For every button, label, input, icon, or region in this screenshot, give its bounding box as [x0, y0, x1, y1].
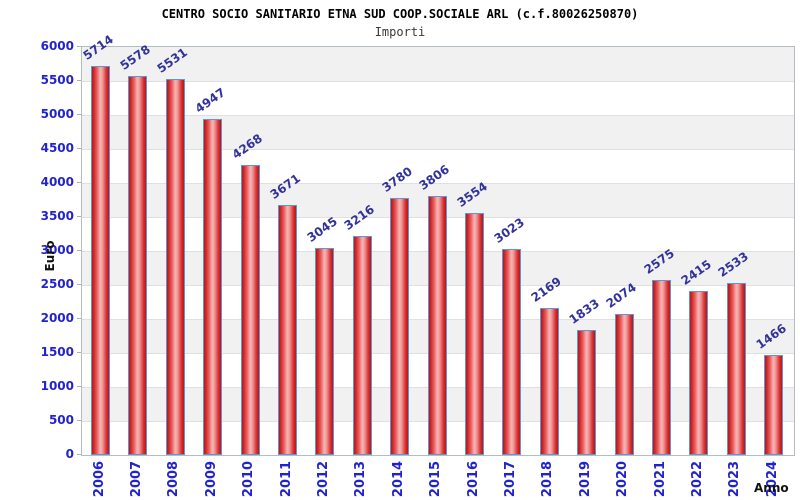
y-tick-label: 3000: [40, 243, 74, 257]
y-tick-mark: [77, 318, 81, 319]
x-tick-label-2006: 2006: [91, 460, 107, 498]
bar-2014: [390, 198, 410, 455]
bar-2018: [539, 308, 559, 455]
bar-value-label: 3671: [267, 171, 303, 202]
x-tick-label-2009: 2009: [203, 460, 219, 498]
bar-value-label: 4268: [229, 131, 266, 162]
y-tick-mark: [77, 420, 81, 421]
bar-value-label: 3023: [491, 215, 527, 246]
bar-value-label: 2533: [715, 249, 752, 280]
bar-value-label: 5531: [154, 45, 191, 76]
bar-2006: [91, 66, 110, 455]
gridline: [82, 81, 794, 82]
y-tick-mark: [77, 352, 81, 353]
x-tick-label-2014: 2014: [390, 460, 406, 498]
bar-2020: [614, 314, 634, 455]
x-tick-label-2015: 2015: [428, 460, 444, 498]
y-tick-label: 500: [48, 413, 74, 427]
bar-value-label: 1833: [566, 296, 602, 327]
y-tick-label: 5500: [40, 73, 74, 87]
x-tick-label-2023: 2023: [727, 460, 743, 498]
bar-value-label: 4947: [192, 85, 228, 116]
bar-value-label: 3780: [379, 164, 415, 195]
y-tick-label: 1000: [40, 379, 74, 393]
bar-value-label: 3806: [416, 162, 453, 193]
bar-2009: [203, 119, 223, 455]
y-axis-title: Euro: [43, 240, 57, 272]
bar-2008: [165, 79, 185, 455]
x-tick-label-2022: 2022: [689, 460, 705, 498]
bar-2021: [652, 280, 671, 455]
x-tick-label-2011: 2011: [278, 460, 294, 498]
y-tick-mark: [77, 148, 81, 149]
chart-title: CENTRO SOCIO SANITARIO ETNA SUD COOP.SOC…: [161, 7, 639, 21]
y-tick-mark: [77, 182, 81, 183]
bar-2019: [577, 330, 597, 455]
x-axis-title: Anno: [754, 481, 789, 495]
bar-2013: [352, 236, 372, 455]
y-tick-mark: [77, 114, 81, 115]
y-tick-label: 0: [65, 447, 74, 461]
chart-subtitle: Importi: [374, 25, 426, 39]
gridline: [82, 115, 794, 116]
bar-2024: [764, 355, 784, 455]
bar-value-label: 2415: [678, 257, 714, 288]
gridline: [82, 149, 794, 150]
x-tick-label-2013: 2013: [353, 460, 369, 498]
gridline: [82, 183, 794, 184]
y-tick-mark: [77, 284, 81, 285]
bar-value-label: 5578: [117, 42, 153, 73]
y-tick-label: 6000: [40, 39, 74, 53]
x-tick-label-2016: 2016: [465, 460, 481, 498]
bar-value-label: 1466: [753, 321, 789, 352]
x-tick-label-2012: 2012: [315, 460, 331, 498]
y-tick-mark: [77, 386, 81, 387]
y-tick-mark: [77, 250, 81, 251]
bar-value-label: 3045: [304, 214, 340, 245]
x-tick-label-2021: 2021: [652, 460, 668, 498]
y-tick-label: 3500: [40, 209, 74, 223]
y-tick-label: 4500: [40, 141, 74, 155]
y-tick-label: 1500: [40, 345, 74, 359]
plot-area: 5714 5578 5531 4947 4268 3671 3045 3216 3780 3806…: [80, 32, 795, 456]
x-tick-label-2019: 2019: [577, 460, 593, 498]
y-tick-mark: [77, 46, 81, 47]
bar-2017: [502, 249, 522, 455]
x-tick-label-2010: 2010: [241, 460, 257, 498]
y-tick-mark: [77, 80, 81, 81]
x-tick-label-2008: 2008: [166, 460, 182, 498]
x-tick-label-2017: 2017: [502, 460, 518, 498]
bar-2012: [315, 248, 335, 455]
bar-2007: [128, 76, 148, 455]
bar-value-label: 2169: [528, 274, 565, 305]
y-tick-label: 2500: [40, 277, 74, 291]
bar-2023: [726, 283, 746, 455]
bar-2016: [465, 213, 484, 455]
y-tick-label: 5000: [40, 107, 74, 121]
x-tick-label-2020: 2020: [615, 460, 631, 498]
bar-value-label: 3554: [454, 179, 490, 210]
bar-2022: [689, 291, 709, 455]
y-tick-mark: [77, 454, 81, 455]
y-tick-label: 4000: [40, 175, 74, 189]
bar-2010: [240, 165, 260, 455]
bar-2015: [427, 196, 447, 455]
bar-2011: [278, 205, 297, 455]
y-tick-label: 2000: [40, 311, 74, 325]
x-tick-label-2007: 2007: [128, 460, 144, 498]
y-tick-mark: [77, 216, 81, 217]
x-tick-label-2018: 2018: [540, 460, 556, 498]
